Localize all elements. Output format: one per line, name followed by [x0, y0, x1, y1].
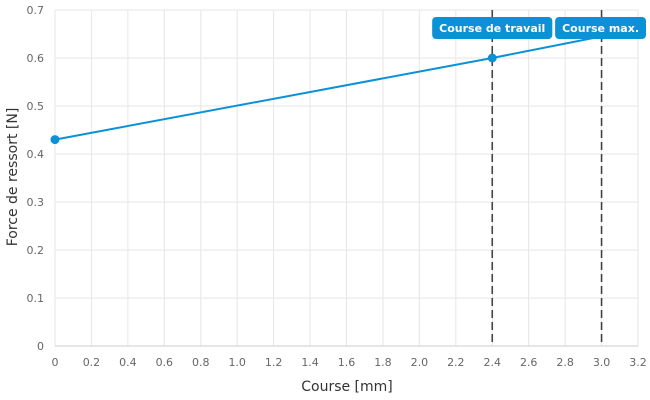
x-tick-label: 3.0	[593, 356, 611, 369]
y-tick-label: 0.5	[27, 100, 45, 113]
x-tick-label: 3.2	[629, 356, 647, 369]
x-tick-label: 2.6	[520, 356, 538, 369]
marker-label-text: Course de travail	[439, 22, 545, 35]
x-tick-label: 2.0	[411, 356, 429, 369]
marker-label-box	[555, 17, 646, 39]
marker-label-text: Course max.	[562, 22, 639, 35]
x-tick-label: 1.2	[265, 356, 283, 369]
y-tick-label: 0.6	[27, 52, 45, 65]
y-tick-label: 0	[37, 340, 44, 353]
x-tick-label: 0.2	[83, 356, 101, 369]
y-tick-label: 0.3	[27, 196, 45, 209]
marker-labels: Course de travail Course max.	[432, 17, 646, 39]
x-tick-label: 1.0	[228, 356, 246, 369]
y-tick-label: 0.7	[27, 4, 45, 17]
data-point	[487, 53, 497, 63]
marker-label: Course max.	[555, 17, 646, 39]
series-line	[54, 35, 602, 141]
grid	[54, 9, 639, 347]
y-tick-labels: 0 0.1 0.2 0.3 0.4 0.5 0.6 0.7	[27, 4, 45, 353]
data-points	[50, 53, 497, 145]
x-tick-labels: 0 0.2 0.4 0.6 0.8 1.0 1.2 1.4 1.6 1.8 2.0 2.2 2.4 2.6…	[52, 356, 647, 369]
y-axis-title: Force de ressort [N]	[5, 108, 21, 247]
x-tick-label: 0.6	[156, 356, 174, 369]
y-tick-label: 0.2	[27, 244, 45, 257]
x-tick-label: 1.4	[301, 356, 319, 369]
x-tick-label: 0	[52, 356, 59, 369]
y-tick-label: 0.1	[27, 292, 45, 305]
x-tick-label: 0.4	[119, 356, 137, 369]
x-tick-label: 2.8	[556, 356, 574, 369]
data-point	[50, 135, 60, 145]
marker-label: Course de travail	[432, 17, 553, 39]
y-tick-label: 0.4	[27, 148, 45, 161]
series	[54, 35, 602, 141]
marker-label-box	[432, 17, 553, 39]
x-tick-label: 1.6	[338, 356, 356, 369]
x-tick-label: 0.8	[192, 356, 210, 369]
x-tick-label: 1.8	[374, 356, 392, 369]
marker-lines	[491, 10, 603, 346]
x-tick-label: 2.2	[447, 356, 465, 369]
x-tick-label: 2.4	[484, 356, 502, 369]
x-axis-title: Course [mm]	[301, 379, 393, 395]
